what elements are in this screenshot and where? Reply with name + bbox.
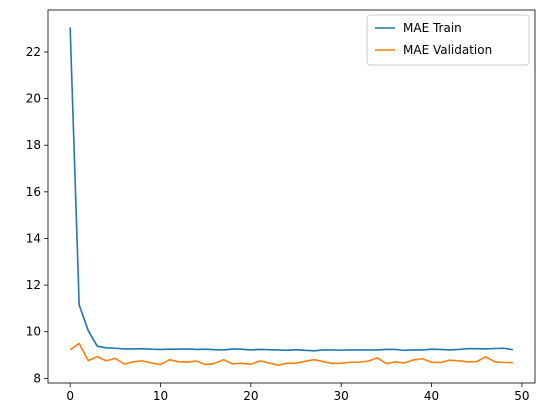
series-lines <box>69 27 513 367</box>
y-tick-label: 20 <box>26 92 41 106</box>
legend-label-mae-train: MAE Train <box>403 21 462 35</box>
x-tick-label: 40 <box>424 389 439 403</box>
x-tick-label: 0 <box>66 389 74 403</box>
y-tick-label: 22 <box>26 45 41 59</box>
plot-background <box>48 10 535 383</box>
mae-validation-line <box>69 342 513 367</box>
y-tick-label: 14 <box>26 231 41 245</box>
y-tick-label: 10 <box>26 325 41 339</box>
axes: 0 10 20 30 40 50 8 10 12 14 16 18 20 22 <box>26 45 530 403</box>
x-tick-label: 50 <box>514 389 529 403</box>
legend: MAE Train MAE Validation <box>366 14 530 66</box>
mae-train-line <box>69 27 513 352</box>
y-tick-label: 8 <box>33 371 41 385</box>
y-tick-label: 18 <box>26 138 41 152</box>
y-tick-label: 16 <box>26 185 41 199</box>
legend-box <box>366 14 530 66</box>
x-tick-label: 10 <box>153 389 168 403</box>
legend-label-mae-validation: MAE Validation <box>403 43 492 57</box>
x-tick-label: 20 <box>243 389 258 403</box>
y-tick-label: 12 <box>26 278 41 292</box>
x-tick-label: 30 <box>334 389 349 403</box>
plot-frame <box>47 9 536 384</box>
